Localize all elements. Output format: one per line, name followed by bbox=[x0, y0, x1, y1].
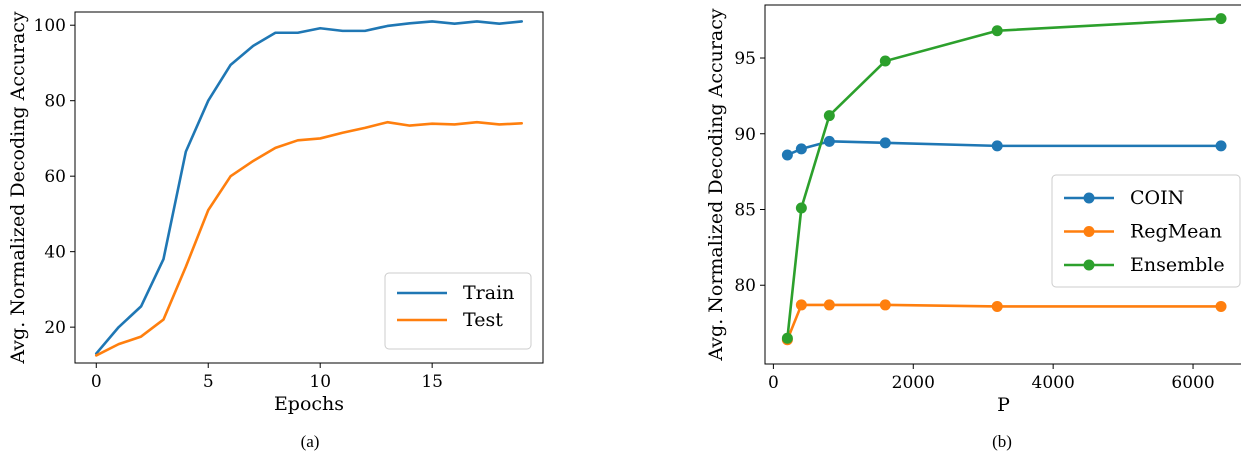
data-point-coin bbox=[823, 135, 835, 147]
legend-label-coin: COIN bbox=[1130, 187, 1184, 209]
y-axis-label: Avg. Normalized Decoding Accuracy bbox=[7, 11, 29, 365]
series-line-ensemble bbox=[786, 17, 1223, 340]
legend: COIN RegMean Ensemble bbox=[1051, 174, 1241, 288]
legend: Train Test bbox=[384, 272, 532, 350]
legend-box bbox=[1051, 174, 1241, 288]
data-point-coin bbox=[781, 149, 793, 161]
legend-label-ensemble: Ensemble bbox=[1130, 254, 1225, 276]
series-line-test bbox=[94, 120, 524, 357]
x-tick-label: 4000 bbox=[1032, 373, 1075, 393]
data-point-coin bbox=[879, 137, 891, 149]
y-tick-label: 60 bbox=[44, 167, 66, 187]
data-point-ensemble bbox=[795, 202, 807, 214]
legend-label-test: Test bbox=[463, 309, 503, 331]
x-tick-label: 0 bbox=[768, 373, 779, 393]
data-point-coin bbox=[795, 143, 807, 155]
x-tick-label: 6000 bbox=[1171, 373, 1214, 393]
data-point-regmean bbox=[795, 299, 807, 311]
x-tick-label: 0 bbox=[91, 372, 102, 392]
data-point-regmean bbox=[879, 299, 891, 311]
data-point-ensemble bbox=[781, 332, 793, 344]
x-tick-label: 15 bbox=[421, 372, 443, 392]
y-tick-label: 85 bbox=[734, 200, 756, 220]
y-tick-label: 80 bbox=[44, 92, 66, 112]
series-line-regmean bbox=[786, 303, 1223, 342]
chart-b: 0 2000 4000 6000 80 85 90 95 P Avg. Normalized De… bbox=[705, 4, 1241, 451]
data-point-ensemble bbox=[823, 110, 835, 122]
figure-caption: (a) bbox=[301, 432, 320, 451]
x-axis-label: P bbox=[997, 394, 1010, 416]
legend-label-regmean: RegMean bbox=[1130, 221, 1222, 243]
y-tick-label: 20 bbox=[44, 318, 66, 338]
y-tick-label: 95 bbox=[734, 49, 756, 69]
y-tick-label: 100 bbox=[34, 16, 66, 36]
y-tick-label: 40 bbox=[44, 243, 66, 263]
data-point-regmean bbox=[1215, 300, 1227, 312]
data-point-ensemble bbox=[879, 55, 891, 67]
data-point-ensemble bbox=[1215, 13, 1227, 25]
y-tick-label: 80 bbox=[734, 276, 756, 296]
chart-a: 0 5 10 15 20 40 60 80 100 Epochs Avg. Normalized D… bbox=[7, 11, 544, 451]
x-tick-label: 5 bbox=[203, 372, 214, 392]
legend-marker-ensemble bbox=[1083, 259, 1095, 271]
plot-frame bbox=[74, 11, 544, 364]
y-axis-label: Avg. Normalized Decoding Accuracy bbox=[705, 8, 727, 362]
series-line-train bbox=[94, 20, 524, 355]
figure-caption: (b) bbox=[992, 432, 1012, 451]
x-tick-label: 10 bbox=[309, 372, 331, 392]
legend-marker-regmean bbox=[1083, 226, 1095, 237]
data-point-regmean bbox=[823, 299, 835, 311]
data-point-regmean bbox=[991, 300, 1003, 312]
legend-label-train: Train bbox=[463, 282, 514, 304]
data-point-ensemble bbox=[991, 25, 1003, 37]
plot-frame bbox=[764, 4, 1241, 365]
x-axis-label: Epochs bbox=[274, 393, 344, 415]
legend-marker-coin bbox=[1083, 192, 1095, 204]
y-tick-label: 90 bbox=[734, 125, 756, 145]
data-point-coin bbox=[991, 140, 1003, 152]
x-tick-label: 2000 bbox=[892, 373, 935, 393]
series-line-coin bbox=[786, 140, 1223, 157]
data-point-coin bbox=[1215, 140, 1227, 152]
